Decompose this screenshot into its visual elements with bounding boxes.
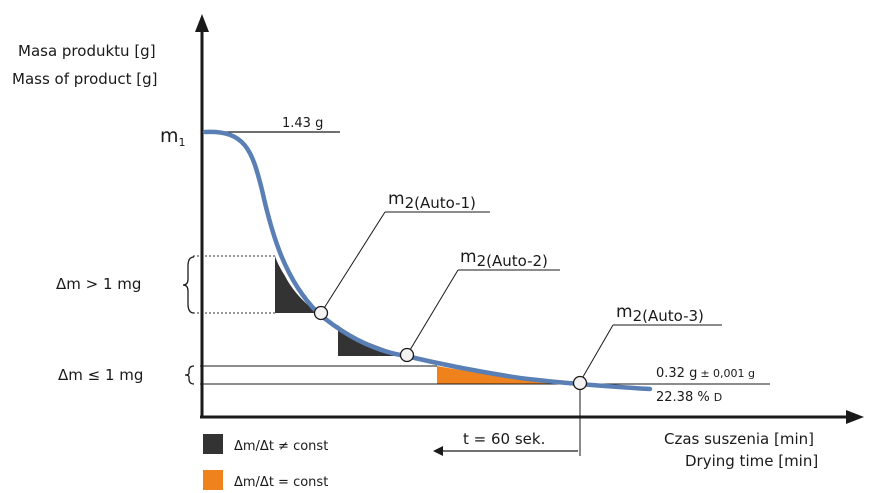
delta-small-label: Δm ≤ 1 mg (58, 366, 143, 384)
y-axis-label-pl: Masa produktu [g] (18, 42, 156, 60)
x-axis-label-en: Drying time [min] (685, 452, 818, 470)
m1-label: m1 (160, 125, 186, 149)
point-auto-1 (313, 305, 329, 321)
leader-line-auto-3 (579, 324, 614, 383)
dark-area-2 (338, 325, 406, 356)
drying-curve (202, 129, 653, 392)
final-percent-label: 22.38 % D (656, 390, 722, 405)
legend-swatch-orange (203, 470, 223, 490)
dark-area-1 (275, 256, 318, 313)
delta-small-brace (184, 365, 195, 385)
t-window-arrowhead (433, 446, 443, 456)
y-axis-label-en: Mass of product [g] (12, 70, 157, 88)
y-axis-arrowhead (195, 14, 209, 32)
leader-line-auto-1 (320, 211, 386, 314)
legend-label-dark: Δm/Δt ≠ const (234, 439, 328, 454)
x-axis-label-pl: Czas suszenia [min] (664, 430, 814, 448)
initial-mass-label: 1.43 g (282, 116, 323, 131)
time-window-label: t = 60 sek. (463, 430, 545, 448)
delta-large-brace (182, 256, 195, 314)
final-mass-label: 0.32 g ± 0,001 g (656, 366, 755, 381)
legend-label-orange: Δm/Δt = const (234, 475, 328, 490)
label-auto-2: m2(Auto-2) (460, 247, 548, 270)
leader-line-auto-2 (406, 269, 459, 356)
orange-area (437, 366, 580, 384)
label-auto-1: m2(Auto-1) (388, 189, 476, 212)
label-auto-3: m2(Auto-3) (616, 302, 704, 325)
point-auto-3 (572, 375, 588, 391)
delta-large-label: Δm > 1 mg (56, 275, 141, 293)
x-axis-arrowhead (846, 410, 864, 424)
legend-swatch-dark (203, 434, 223, 454)
point-auto-2 (399, 347, 415, 363)
